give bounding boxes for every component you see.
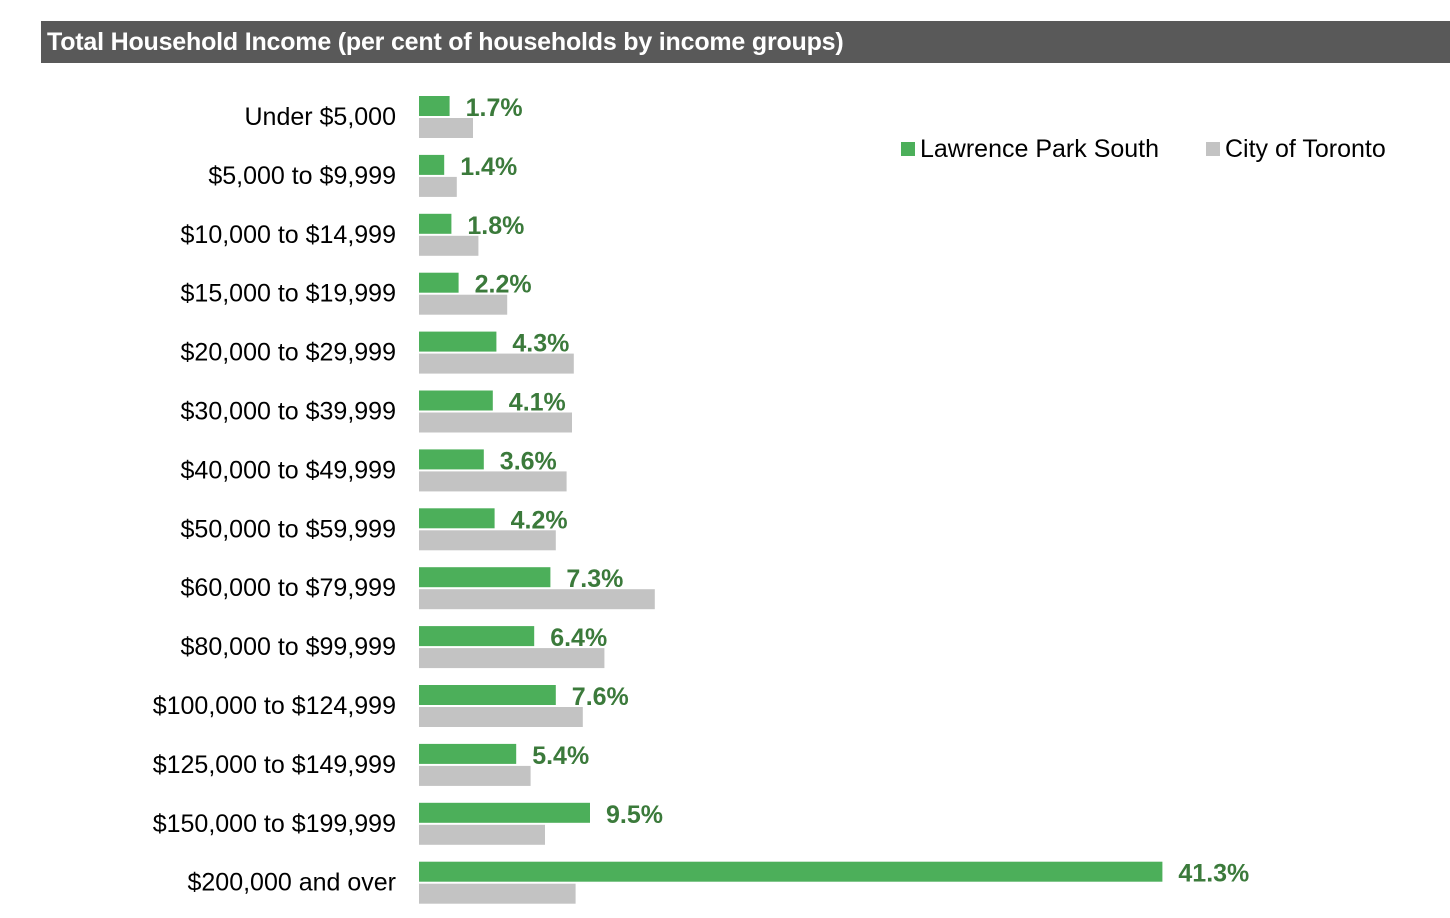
- bar-city-of-toronto-30-000-to-39-999: [419, 412, 572, 433]
- bar-lawrence-park-south-15-000-to-19-999: [419, 272, 459, 293]
- bar-city-of-toronto-20-000-to-29-999: [419, 353, 574, 374]
- chart-title: Total Household Income (per cent of hous…: [47, 27, 844, 56]
- value-label-under-5-000: 1.7%: [466, 94, 523, 122]
- bar-city-of-toronto-80-000-to-99-999: [419, 648, 605, 669]
- category-label-200-000-and-over: $200,000 and over: [187, 869, 396, 897]
- category-label-125-000-to-149-999: $125,000 to $149,999: [153, 751, 396, 779]
- category-label-5-000-to-9-999: $5,000 to $9,999: [208, 162, 396, 190]
- chart-title-bar: Total Household Income (per cent of hous…: [41, 21, 1450, 63]
- bar-lawrence-park-south-125-000-to-149-999: [419, 743, 517, 764]
- category-label-40-000-to-49-999: $40,000 to $49,999: [181, 456, 396, 484]
- category-label-under-5-000: Under $5,000: [244, 103, 396, 131]
- category-label-50-000-to-59-999: $50,000 to $59,999: [181, 515, 396, 543]
- bar-lawrence-park-south-200-000-and-over: [419, 861, 1163, 882]
- category-label-20-000-to-29-999: $20,000 to $29,999: [181, 339, 396, 367]
- legend-swatch-lawrence-park-south: [901, 142, 915, 156]
- category-label-150-000-to-199-999: $150,000 to $199,999: [153, 810, 396, 838]
- value-label-5-000-to-9-999: 1.4%: [460, 153, 517, 181]
- bar-city-of-toronto-5-000-to-9-999: [419, 176, 457, 197]
- bar-lawrence-park-south-60-000-to-79-999: [419, 567, 551, 588]
- bar-lawrence-park-south-80-000-to-99-999: [419, 626, 535, 647]
- bar-lawrence-park-south-50-000-to-59-999: [419, 508, 495, 529]
- bar-city-of-toronto-50-000-to-59-999: [419, 530, 556, 551]
- value-label-100-000-to-124-999: 7.6%: [572, 683, 629, 711]
- bar-city-of-toronto-60-000-to-79-999: [419, 589, 655, 610]
- bar-city-of-toronto-under-5-000: [419, 118, 473, 138]
- bar-lawrence-park-south-100-000-to-124-999: [419, 685, 556, 705]
- legend-swatch-city-of-toronto: [1206, 142, 1220, 156]
- category-label-100-000-to-124-999: $100,000 to $124,999: [153, 692, 396, 720]
- value-label-40-000-to-49-999: 3.6%: [500, 447, 557, 475]
- value-label-125-000-to-149-999: 5.4%: [532, 742, 589, 770]
- bar-city-of-toronto-100-000-to-124-999: [419, 707, 583, 727]
- value-label-60-000-to-79-999: 7.3%: [566, 565, 623, 593]
- value-label-50-000-to-59-999: 4.2%: [511, 506, 568, 534]
- bar-lawrence-park-south-20-000-to-29-999: [419, 331, 497, 352]
- bar-lawrence-park-south-150-000-to-199-999: [419, 802, 590, 823]
- bar-lawrence-park-south-10-000-to-14-999: [419, 213, 452, 234]
- bar-lawrence-park-south-5-000-to-9-999: [419, 154, 445, 175]
- bar-lawrence-park-south-40-000-to-49-999: [419, 449, 484, 470]
- category-label-80-000-to-99-999: $80,000 to $99,999: [181, 633, 396, 661]
- bar-lawrence-park-south-under-5-000: [419, 96, 450, 116]
- legend-label-lawrence-park-south: Lawrence Park South: [920, 135, 1159, 163]
- bar-city-of-toronto-150-000-to-199-999: [419, 824, 545, 845]
- category-label-15-000-to-19-999: $15,000 to $19,999: [181, 280, 396, 308]
- value-label-80-000-to-99-999: 6.4%: [550, 624, 607, 652]
- bar-lawrence-park-south-30-000-to-39-999: [419, 390, 493, 411]
- labels-layer: Under $5,000 1.7% $5,000 to $9,999 1.4% $10,…: [153, 94, 1250, 897]
- category-label-10-000-to-14-999: $10,000 to $14,999: [181, 221, 396, 249]
- legend-label-city-of-toronto: City of Toronto: [1225, 135, 1386, 163]
- bar-city-of-toronto-15-000-to-19-999: [419, 294, 508, 315]
- bars-layer: [419, 96, 1163, 904]
- bar-city-of-toronto-125-000-to-149-999: [419, 765, 531, 786]
- value-label-30-000-to-39-999: 4.1%: [509, 389, 566, 417]
- legend: Lawrence Park South City of Toronto: [901, 135, 1386, 163]
- bar-city-of-toronto-10-000-to-14-999: [419, 235, 479, 256]
- value-label-150-000-to-199-999: 9.5%: [606, 801, 663, 829]
- bar-city-of-toronto-200-000-and-over: [419, 883, 576, 904]
- value-label-20-000-to-29-999: 4.3%: [512, 330, 569, 358]
- value-label-200-000-and-over: 41.3%: [1178, 860, 1249, 888]
- value-label-15-000-to-19-999: 2.2%: [475, 271, 532, 299]
- bar-city-of-toronto-40-000-to-49-999: [419, 471, 567, 492]
- category-label-60-000-to-79-999: $60,000 to $79,999: [181, 574, 396, 602]
- category-label-30-000-to-39-999: $30,000 to $39,999: [181, 398, 396, 426]
- value-label-10-000-to-14-999: 1.8%: [467, 212, 524, 240]
